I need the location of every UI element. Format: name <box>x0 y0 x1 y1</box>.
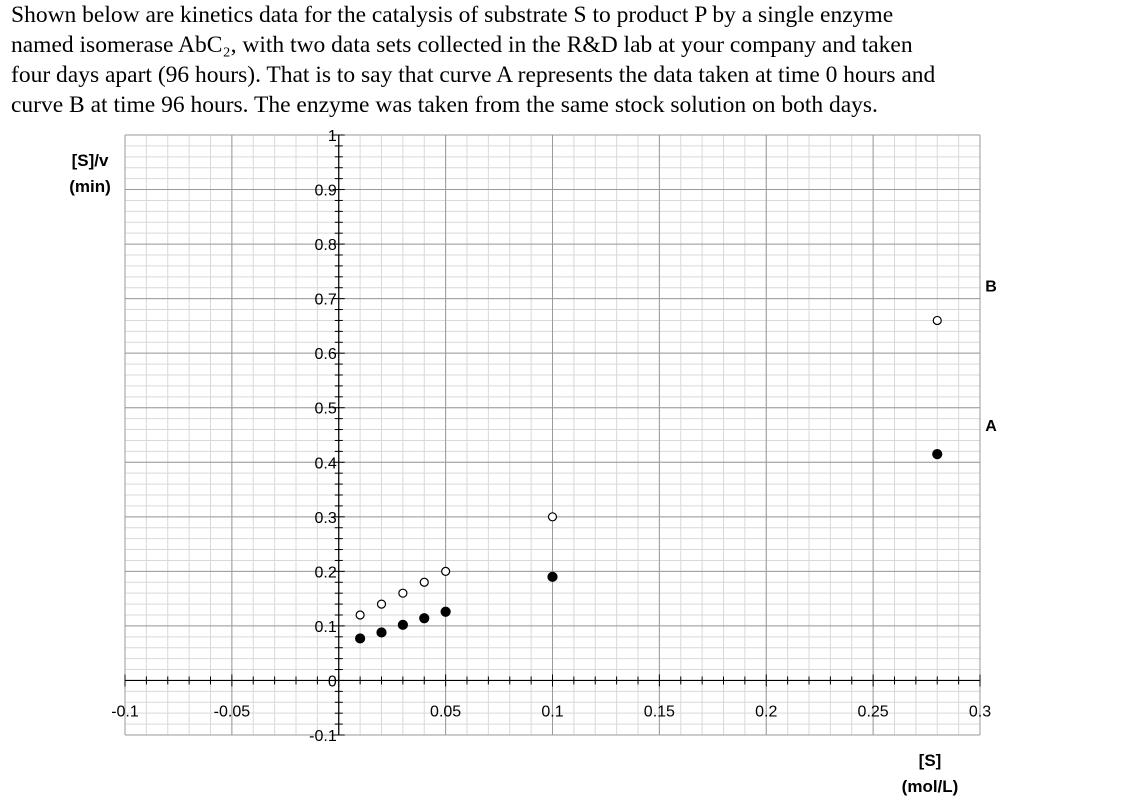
series-a-point <box>355 633 366 644</box>
x-tick-label: 0.25 <box>858 703 889 720</box>
series-a-point <box>397 619 408 630</box>
y-tick-label: -0.1 <box>309 728 337 745</box>
series-a-point <box>440 606 451 617</box>
y-tick-label: 0.8 <box>315 237 337 254</box>
x-axis-title: [S] <box>919 751 942 770</box>
series-a-point <box>376 627 387 638</box>
axes <box>124 134 981 736</box>
problem-line-3: four days apart (96 hours). That is to s… <box>11 62 936 88</box>
x-tick-label: -0.1 <box>111 703 139 720</box>
data-points <box>355 315 943 644</box>
x-tick-label: 0.1 <box>541 703 563 720</box>
series-b-point <box>376 599 387 609</box>
series-a-point <box>419 613 430 624</box>
series-a-point <box>932 448 943 460</box>
problem-line-2: named isomerase AbC₂, with two data sets… <box>11 32 913 58</box>
x-tick-label: 0.15 <box>644 703 675 720</box>
series-b-point <box>419 577 429 587</box>
x-axis-title: (mol/L) <box>902 777 959 796</box>
y-axis-title: (min) <box>69 177 111 196</box>
series-b-point <box>932 315 942 326</box>
series-b-point <box>441 566 451 576</box>
x-tick-label: 0.05 <box>430 703 461 720</box>
problem-line-4: curve B at time 96 hours. The enzyme was… <box>11 92 878 118</box>
problem-line-1: Shown below are kinetics data for the ca… <box>11 2 894 28</box>
y-tick-label: 1 <box>328 128 337 145</box>
y-tick-label: 0.9 <box>315 183 337 200</box>
y-tick-label: 0.1 <box>315 619 337 636</box>
y-tick-label: 0 <box>328 673 337 690</box>
series-a-point <box>547 571 558 582</box>
y-tick-label: 0.3 <box>315 510 337 527</box>
tick-labels: -0.1 -0.05 0.05 0.1 0.15 0.2 0.25 0.3 -0.1 0 0.1 0.… <box>111 128 991 745</box>
series-b-point <box>355 610 365 620</box>
series-b-point <box>398 588 408 598</box>
x-tick-label: 0.2 <box>755 703 777 720</box>
y-tick-label: 0.5 <box>315 401 337 418</box>
problem-statement: Shown below are kinetics data for the ca… <box>11 0 1121 120</box>
series-label-a: A <box>985 418 997 435</box>
y-tick-label: 0.6 <box>315 346 337 363</box>
y-tick-label: 0.4 <box>315 455 337 472</box>
x-tick-label: -0.05 <box>214 703 251 720</box>
axis-and-series-labels: A B [S]/v (min) [S] (mol/L) <box>69 151 997 796</box>
series-label-b: B <box>985 278 997 295</box>
series-b-point <box>547 512 558 522</box>
y-tick-label: 0.7 <box>315 292 337 309</box>
y-axis-title: [S]/v <box>72 151 109 170</box>
y-tick-label: 0.2 <box>315 564 337 581</box>
x-tick-label: 0.3 <box>969 703 991 720</box>
